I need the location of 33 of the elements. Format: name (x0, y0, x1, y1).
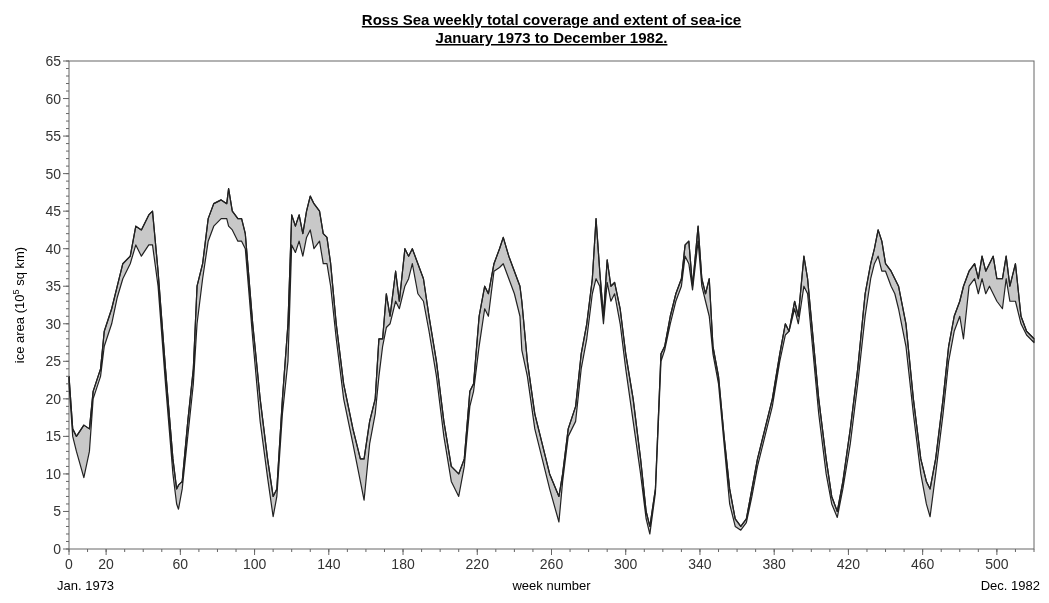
x-tick-label: 260 (539, 556, 564, 572)
x-tick-label: 380 (762, 556, 787, 572)
y-tick-label: 5 (53, 503, 62, 520)
x-tick-label: 0 (65, 556, 74, 572)
x-tick-label: 420 (836, 556, 861, 572)
y-tick-label: 50 (45, 165, 62, 182)
y-tick-label: 60 (45, 90, 62, 107)
x-tick-label: 220 (465, 556, 490, 572)
x-tick-label: 140 (317, 556, 341, 572)
y-tick-label: 20 (45, 390, 62, 407)
x-tick-label: 300 (614, 556, 638, 572)
x-tick-label: 460 (910, 556, 935, 572)
x-axis-title: week number (511, 578, 592, 593)
x-tick-label: 100 (242, 556, 267, 572)
y-tick-label: 30 (45, 315, 62, 332)
y-tick-label: 0 (53, 541, 62, 557)
y-tick-label: 65 (45, 53, 62, 69)
x-tick-label: 340 (688, 556, 712, 572)
x-tick-label: 500 (985, 556, 1009, 572)
chart-title: Ross Sea weekly total coverage and extent of sea-ice (361, 11, 742, 28)
y-tick-label: 25 (45, 353, 62, 370)
y-tick-label: 15 (45, 428, 62, 445)
chart-subtitle: January 1973 to December 1982. (435, 29, 668, 46)
y-tick-label: 35 (45, 278, 62, 295)
x-tick-label: 180 (391, 556, 415, 572)
x-tick-label: 20 (98, 556, 115, 572)
text: Jan. 1973 (57, 578, 115, 593)
y-tick-label: 10 (45, 465, 62, 482)
x-tick-label: 60 (172, 556, 189, 572)
text: Dec. 1982 (980, 578, 1040, 593)
y-tick-label: 45 (45, 203, 62, 220)
y-tick-label: 55 (45, 128, 62, 145)
y-tick-label: 40 (45, 240, 62, 257)
